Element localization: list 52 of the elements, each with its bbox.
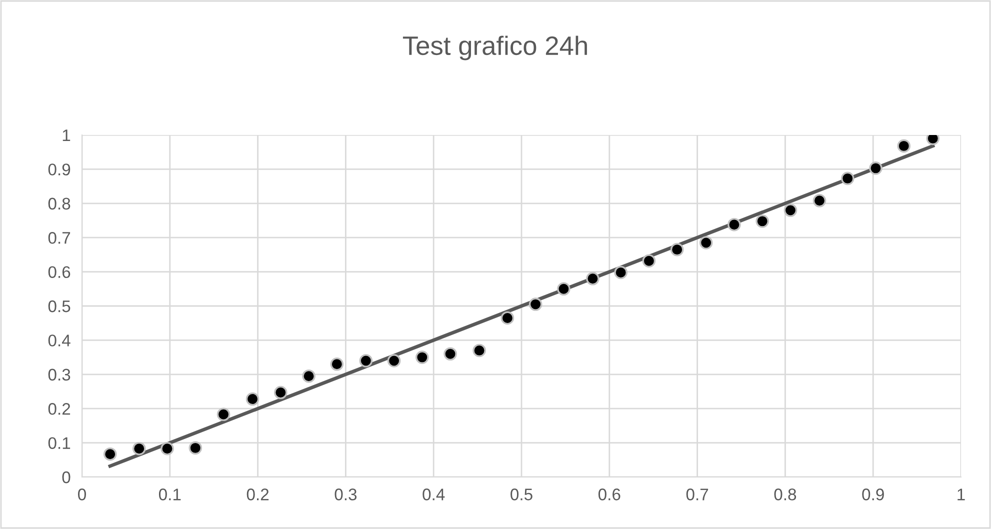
x-tick-label: 0 xyxy=(78,488,86,500)
point xyxy=(472,344,486,358)
point xyxy=(416,350,429,364)
point xyxy=(728,218,741,232)
point xyxy=(586,272,600,286)
point xyxy=(614,266,628,280)
point xyxy=(840,172,854,186)
y-tick-label: 1 xyxy=(62,130,70,142)
x-tick-label: 0.1 xyxy=(158,488,181,500)
y-tick-label: 0.9 xyxy=(48,164,70,176)
y-tick-label: 0.2 xyxy=(48,403,70,415)
point xyxy=(557,282,570,296)
point xyxy=(528,298,542,311)
x-tick-label: 0.7 xyxy=(686,488,708,500)
point xyxy=(642,254,656,268)
point xyxy=(869,162,882,175)
y-tick-label: 0 xyxy=(62,471,70,484)
y-tick-label: 0.8 xyxy=(48,198,70,210)
point xyxy=(500,311,514,325)
x-tick-label: 1 xyxy=(958,488,965,500)
point xyxy=(756,214,769,228)
y-tick-label: 0.3 xyxy=(48,368,70,381)
point xyxy=(359,354,373,368)
x-tick-label: 0.3 xyxy=(334,488,357,500)
point xyxy=(699,236,713,250)
point xyxy=(246,392,260,406)
point xyxy=(302,369,316,383)
y-tick-label: 0.1 xyxy=(48,437,70,450)
point xyxy=(812,194,826,208)
point xyxy=(160,442,174,456)
point xyxy=(274,386,288,400)
point xyxy=(132,442,146,456)
x-tick-label: 0.9 xyxy=(862,488,884,500)
point xyxy=(330,357,344,371)
x-tick-label: 0.5 xyxy=(510,488,532,500)
x-tick-label: 0.4 xyxy=(422,488,445,500)
y-tick-label: 0.6 xyxy=(48,266,70,278)
point xyxy=(670,242,684,256)
point xyxy=(897,139,911,153)
point xyxy=(784,204,798,217)
y-tick-label: 0.5 xyxy=(48,300,70,312)
point xyxy=(387,354,401,368)
x-tick-label: 0.6 xyxy=(598,488,620,500)
y-tick-label: 0.4 xyxy=(48,334,70,346)
x-tick-label: 0.2 xyxy=(246,488,269,500)
point xyxy=(444,347,457,361)
y-tick-label: 0.7 xyxy=(48,232,70,244)
x-tick-label: 0.8 xyxy=(774,488,796,500)
point xyxy=(216,408,230,422)
chart-title: Test grafico 24h xyxy=(402,36,587,60)
point xyxy=(103,447,117,461)
point xyxy=(188,441,202,455)
